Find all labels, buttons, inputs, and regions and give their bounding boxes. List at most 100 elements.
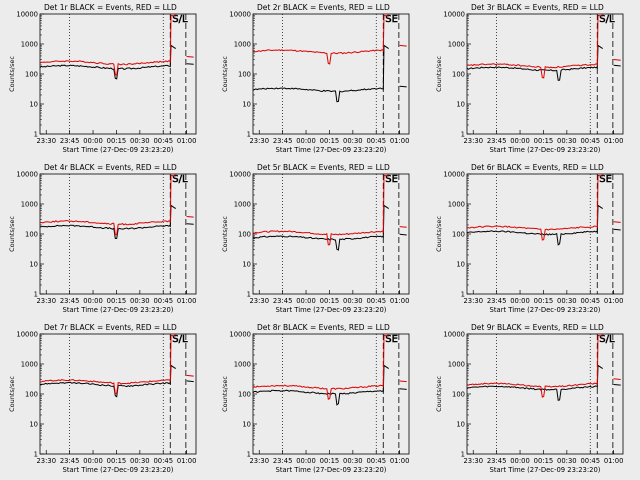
y-tick-label: 10 xyxy=(242,261,251,269)
y-tick-label: 10 xyxy=(456,261,465,269)
marker-label: SE xyxy=(599,174,612,185)
series-black-tail xyxy=(399,388,407,390)
series-black-events xyxy=(39,204,176,240)
series-red-tail xyxy=(186,56,194,58)
y-tick-label: 10000 xyxy=(16,171,38,179)
x-tick-label: 23:30 xyxy=(463,137,483,145)
y-tick-label: 10000 xyxy=(16,11,38,19)
series-red-tail xyxy=(399,44,407,47)
series-black-events xyxy=(466,204,603,246)
chart-title: Det 3r BLACK = Events, RED = LLD xyxy=(471,3,604,12)
series-red-lld xyxy=(466,174,603,241)
y-tick-label: 100 xyxy=(25,71,38,79)
x-tick-label: 23:30 xyxy=(249,137,269,145)
y-tick-label: 10000 xyxy=(443,11,465,19)
y-tick-label: 10000 xyxy=(229,171,251,179)
y-tick-label: 10000 xyxy=(229,11,251,19)
series-red-tail xyxy=(186,216,194,218)
series-red-lld xyxy=(252,14,389,65)
x-axis-label: Start Time (27-Dec-09 23:23:20) xyxy=(276,306,387,314)
x-tick-label: 00:00 xyxy=(296,137,316,145)
series-red-lld xyxy=(252,334,389,400)
y-tick-label: 100 xyxy=(452,391,465,399)
x-tick-label: 23:45 xyxy=(273,457,293,465)
chart-svg: Det 2r BLACK = Events, RED = LLD 1 10 100 10… xyxy=(221,3,410,154)
series-red-lld xyxy=(39,334,176,395)
chart-title: Det 7r BLACK = Events, RED = LLD xyxy=(44,323,177,332)
x-tick-label: 23:30 xyxy=(36,137,56,145)
x-tick-label: 00:45 xyxy=(580,457,600,465)
x-tick-label: 00:45 xyxy=(366,457,386,465)
y-tick-label: 1000 xyxy=(234,361,251,369)
x-axis-label: Start Time (27-Dec-09 23:23:20) xyxy=(490,466,601,474)
x-tick-label: 00:00 xyxy=(296,297,316,305)
x-tick-label: 23:45 xyxy=(273,297,293,305)
marker-label: SE xyxy=(385,334,398,345)
y-tick-label: 1 xyxy=(461,131,465,139)
y-tick-label: 1 xyxy=(461,451,465,459)
chart-title: Det 6r BLACK = Events, RED = LLD xyxy=(471,163,604,172)
x-tick-label: 00:00 xyxy=(510,457,530,465)
series-black-events xyxy=(252,364,389,406)
y-axis-label: Counts/sec xyxy=(435,376,443,412)
series-red-lld xyxy=(39,14,176,76)
series-red-tail xyxy=(399,226,407,228)
series-red-lld xyxy=(252,174,389,246)
x-tick-label: 01:00 xyxy=(390,297,410,305)
y-tick-label: 1000 xyxy=(21,201,38,209)
x-axis-label: Start Time (27-Dec-09 23:23:20) xyxy=(490,146,601,154)
plot-frame xyxy=(252,13,410,135)
detector-panel: Det 8r BLACK = Events, RED = LLD 1 10 100 10… xyxy=(213,320,426,480)
series-black-tail xyxy=(186,380,194,383)
x-tick-label: 00:30 xyxy=(130,137,150,145)
chart-svg: Det 8r BLACK = Events, RED = LLD 1 10 100 10… xyxy=(221,323,409,474)
y-tick-label: 10 xyxy=(242,101,251,109)
x-tick-label: 01:00 xyxy=(177,297,197,305)
marker-label: SE xyxy=(385,14,398,25)
x-tick-label: 01:00 xyxy=(177,137,197,145)
y-tick-label: 1 xyxy=(34,291,38,299)
x-tick-label: 00:45 xyxy=(153,297,173,305)
chart-title: Det 8r BLACK = Events, RED = LLD xyxy=(257,323,390,332)
y-tick-label: 1000 xyxy=(234,201,251,209)
series-red-tail xyxy=(613,221,621,223)
x-tick-label: 00:00 xyxy=(510,137,530,145)
detector-panel: Det 5r BLACK = Events, RED = LLD 1 10 100 10… xyxy=(213,160,426,320)
x-tick-label: 00:15 xyxy=(320,137,340,145)
x-tick-label: 00:30 xyxy=(343,457,363,465)
series-black-tail xyxy=(399,85,407,88)
x-tick-label: 23:45 xyxy=(273,137,293,145)
y-tick-label: 100 xyxy=(238,231,251,239)
y-tick-label: 1 xyxy=(247,131,251,139)
marker-label: S/L xyxy=(172,334,188,345)
chart-svg: Det 9r BLACK = Events, RED = LLD 1 10 100 10… xyxy=(435,323,624,474)
series-red-lld xyxy=(40,174,176,236)
x-tick-label: 23:30 xyxy=(463,297,483,305)
y-tick-label: 10 xyxy=(242,421,251,429)
x-tick-label: 01:00 xyxy=(604,137,624,145)
x-axis-label: Start Time (27-Dec-09 23:23:20) xyxy=(276,466,387,474)
detector-panel: Det 4r BLACK = Events, RED = LLD 1 10 100 10… xyxy=(0,160,213,320)
y-tick-label: 10000 xyxy=(229,331,251,339)
x-tick-label: 00:15 xyxy=(534,297,554,305)
series-red-tail xyxy=(613,59,621,61)
plot-frame xyxy=(466,13,624,135)
x-tick-label: 23:45 xyxy=(60,457,80,465)
chart-title: Det 9r BLACK = Events, RED = LLD xyxy=(471,323,604,332)
x-tick-label: 00:15 xyxy=(107,297,127,305)
detector-panel: Det 2r BLACK = Events, RED = LLD 1 10 100 10… xyxy=(213,0,426,160)
series-red-tail xyxy=(613,378,621,380)
y-axis-label: Counts/sec xyxy=(221,216,229,252)
detector-panel: Det 3r BLACK = Events, RED = LLD 1 10 100 10… xyxy=(427,0,640,160)
y-tick-label: 1 xyxy=(34,131,38,139)
x-tick-label: 23:45 xyxy=(60,297,80,305)
y-tick-label: 1000 xyxy=(21,361,38,369)
detector-panel: Det 1r BLACK = Events, RED = LLD 1 10 100 10… xyxy=(0,0,213,160)
chart-svg: Det 4r BLACK = Events, RED = LLD 1 10 100 10… xyxy=(8,163,197,314)
x-tick-label: 01:00 xyxy=(604,297,624,305)
marker-label: S/L xyxy=(599,334,615,345)
y-tick-label: 10 xyxy=(456,101,465,109)
x-tick-label: 01:00 xyxy=(604,457,624,465)
x-tick-label: 23:30 xyxy=(36,457,56,465)
series-black-tail xyxy=(186,63,194,65)
